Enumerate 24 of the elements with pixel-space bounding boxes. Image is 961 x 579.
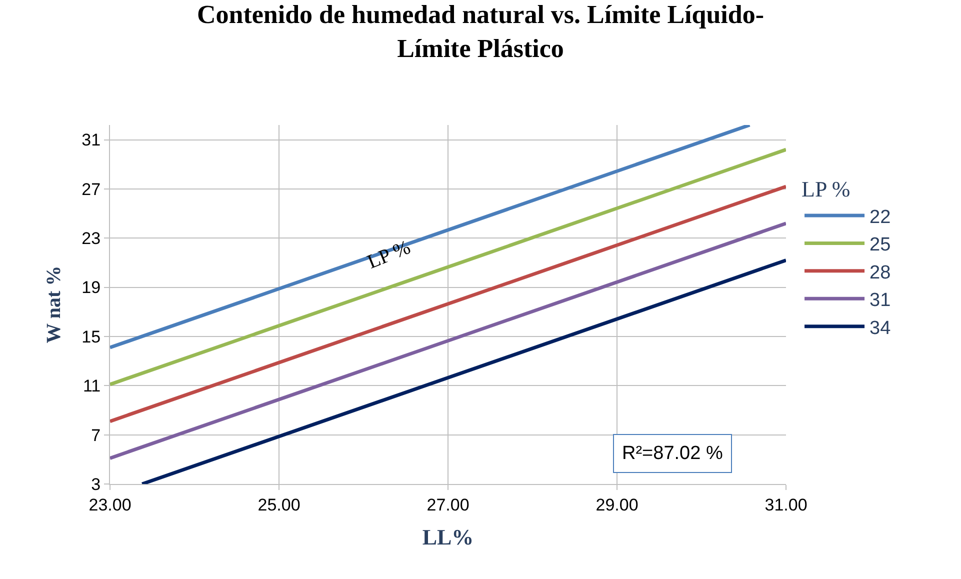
x-tick-label: 25.00 xyxy=(258,495,300,514)
y-tick-label: 11 xyxy=(82,376,101,396)
y-tick-label: 23 xyxy=(82,229,101,248)
x-tick-label: 23.00 xyxy=(88,495,132,514)
y-tick-label: 3 xyxy=(91,474,101,494)
legend-label: 31 xyxy=(870,290,891,312)
legend-label: 22 xyxy=(870,206,891,228)
y-tick-label: 7 xyxy=(91,426,101,445)
y-tick-label: 19 xyxy=(82,278,101,298)
y-tick-label: 27 xyxy=(82,180,101,199)
legend-label: 25 xyxy=(870,234,891,256)
x-tick-label: 27.00 xyxy=(426,495,470,514)
x-tick-label: 31.00 xyxy=(764,495,808,514)
legend-label: 34 xyxy=(870,318,892,339)
legend-label: 28 xyxy=(870,262,891,284)
x-axis-title: LL% xyxy=(422,524,474,550)
x-tick-label: 29.00 xyxy=(596,495,638,514)
chart-title: Contenido de humedad natural vs. Límite Líquido- Límite Plástico xyxy=(196,0,764,63)
annotation: LP % xyxy=(364,236,414,274)
y-axis-title: W nat % xyxy=(43,266,66,344)
y-tick-label: 15 xyxy=(82,327,101,346)
annotation: R²=87.02 % xyxy=(622,443,723,464)
y-tick-label: 31 xyxy=(82,130,101,150)
legend-title: LP % xyxy=(802,176,850,202)
